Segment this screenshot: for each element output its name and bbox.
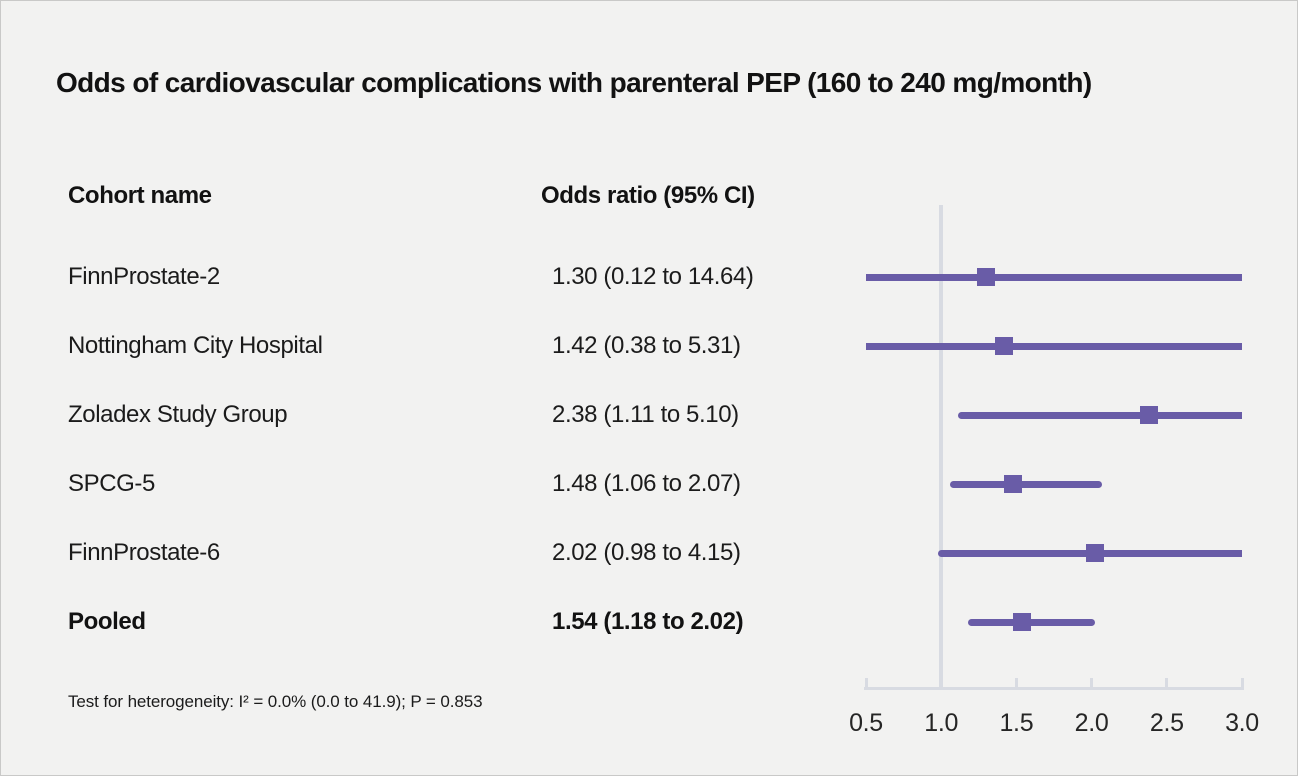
cohort-name: Zoladex Study Group bbox=[68, 401, 288, 428]
odds-ratio-marker bbox=[1139, 406, 1158, 424]
x-axis-tick-label: 2.5 bbox=[1149, 709, 1184, 737]
x-axis-tick-label: 2.0 bbox=[1074, 709, 1109, 737]
confidence-interval-line bbox=[866, 273, 1242, 281]
column-header-odds-ratio: Odds ratio (95% CI) bbox=[541, 182, 755, 209]
odds-ratio-value: 1.54 (1.18 to 2.02) bbox=[552, 608, 744, 635]
x-axis-tick bbox=[1240, 678, 1244, 687]
odds-ratio-marker bbox=[977, 268, 996, 286]
x-axis-tick-label: 1.5 bbox=[999, 709, 1034, 737]
x-axis-tick bbox=[1014, 678, 1018, 687]
x-axis-tick-label: 3.0 bbox=[1225, 709, 1259, 737]
odds-ratio-marker bbox=[995, 337, 1014, 355]
x-axis-tick bbox=[1090, 678, 1094, 687]
confidence-interval-line bbox=[950, 480, 1103, 488]
confidence-interval-line bbox=[968, 618, 1095, 626]
cohort-name: Pooled bbox=[68, 608, 146, 635]
reference-line bbox=[939, 205, 944, 690]
figure-title: Odds of cardiovascular complications wit… bbox=[56, 67, 1092, 98]
x-axis-tick-label: 1.0 bbox=[924, 709, 959, 737]
cohort-name: FinnProstate-2 bbox=[68, 263, 220, 290]
cohort-name: Nottingham City Hospital bbox=[68, 332, 323, 359]
confidence-interval-line bbox=[866, 342, 1242, 350]
cohort-name: SPCG-5 bbox=[68, 470, 155, 497]
cohort-name: FinnProstate-6 bbox=[68, 539, 220, 566]
odds-ratio-value: 1.42 (0.38 to 5.31) bbox=[552, 332, 741, 359]
odds-ratio-value: 1.30 (0.12 to 14.64) bbox=[552, 263, 754, 290]
odds-ratio-value: 2.38 (1.11 to 5.10) bbox=[552, 401, 739, 428]
odds-ratio-value: 1.48 (1.06 to 2.07) bbox=[552, 470, 741, 497]
heterogeneity-footnote: Test for heterogeneity: I² = 0.0% (0.0 t… bbox=[68, 692, 483, 711]
x-axis-line bbox=[864, 687, 1244, 690]
confidence-interval-line bbox=[957, 411, 1242, 419]
odds-ratio-marker bbox=[1085, 544, 1104, 562]
odds-ratio-value: 2.02 (0.98 to 4.15) bbox=[552, 539, 741, 566]
odds-ratio-marker bbox=[1013, 613, 1032, 631]
x-axis-tick-label: 0.5 bbox=[849, 709, 883, 737]
column-header-cohort: Cohort name bbox=[68, 182, 212, 209]
x-axis-tick bbox=[864, 678, 868, 687]
x-axis-tick bbox=[1165, 678, 1169, 687]
odds-ratio-marker bbox=[1004, 475, 1023, 493]
